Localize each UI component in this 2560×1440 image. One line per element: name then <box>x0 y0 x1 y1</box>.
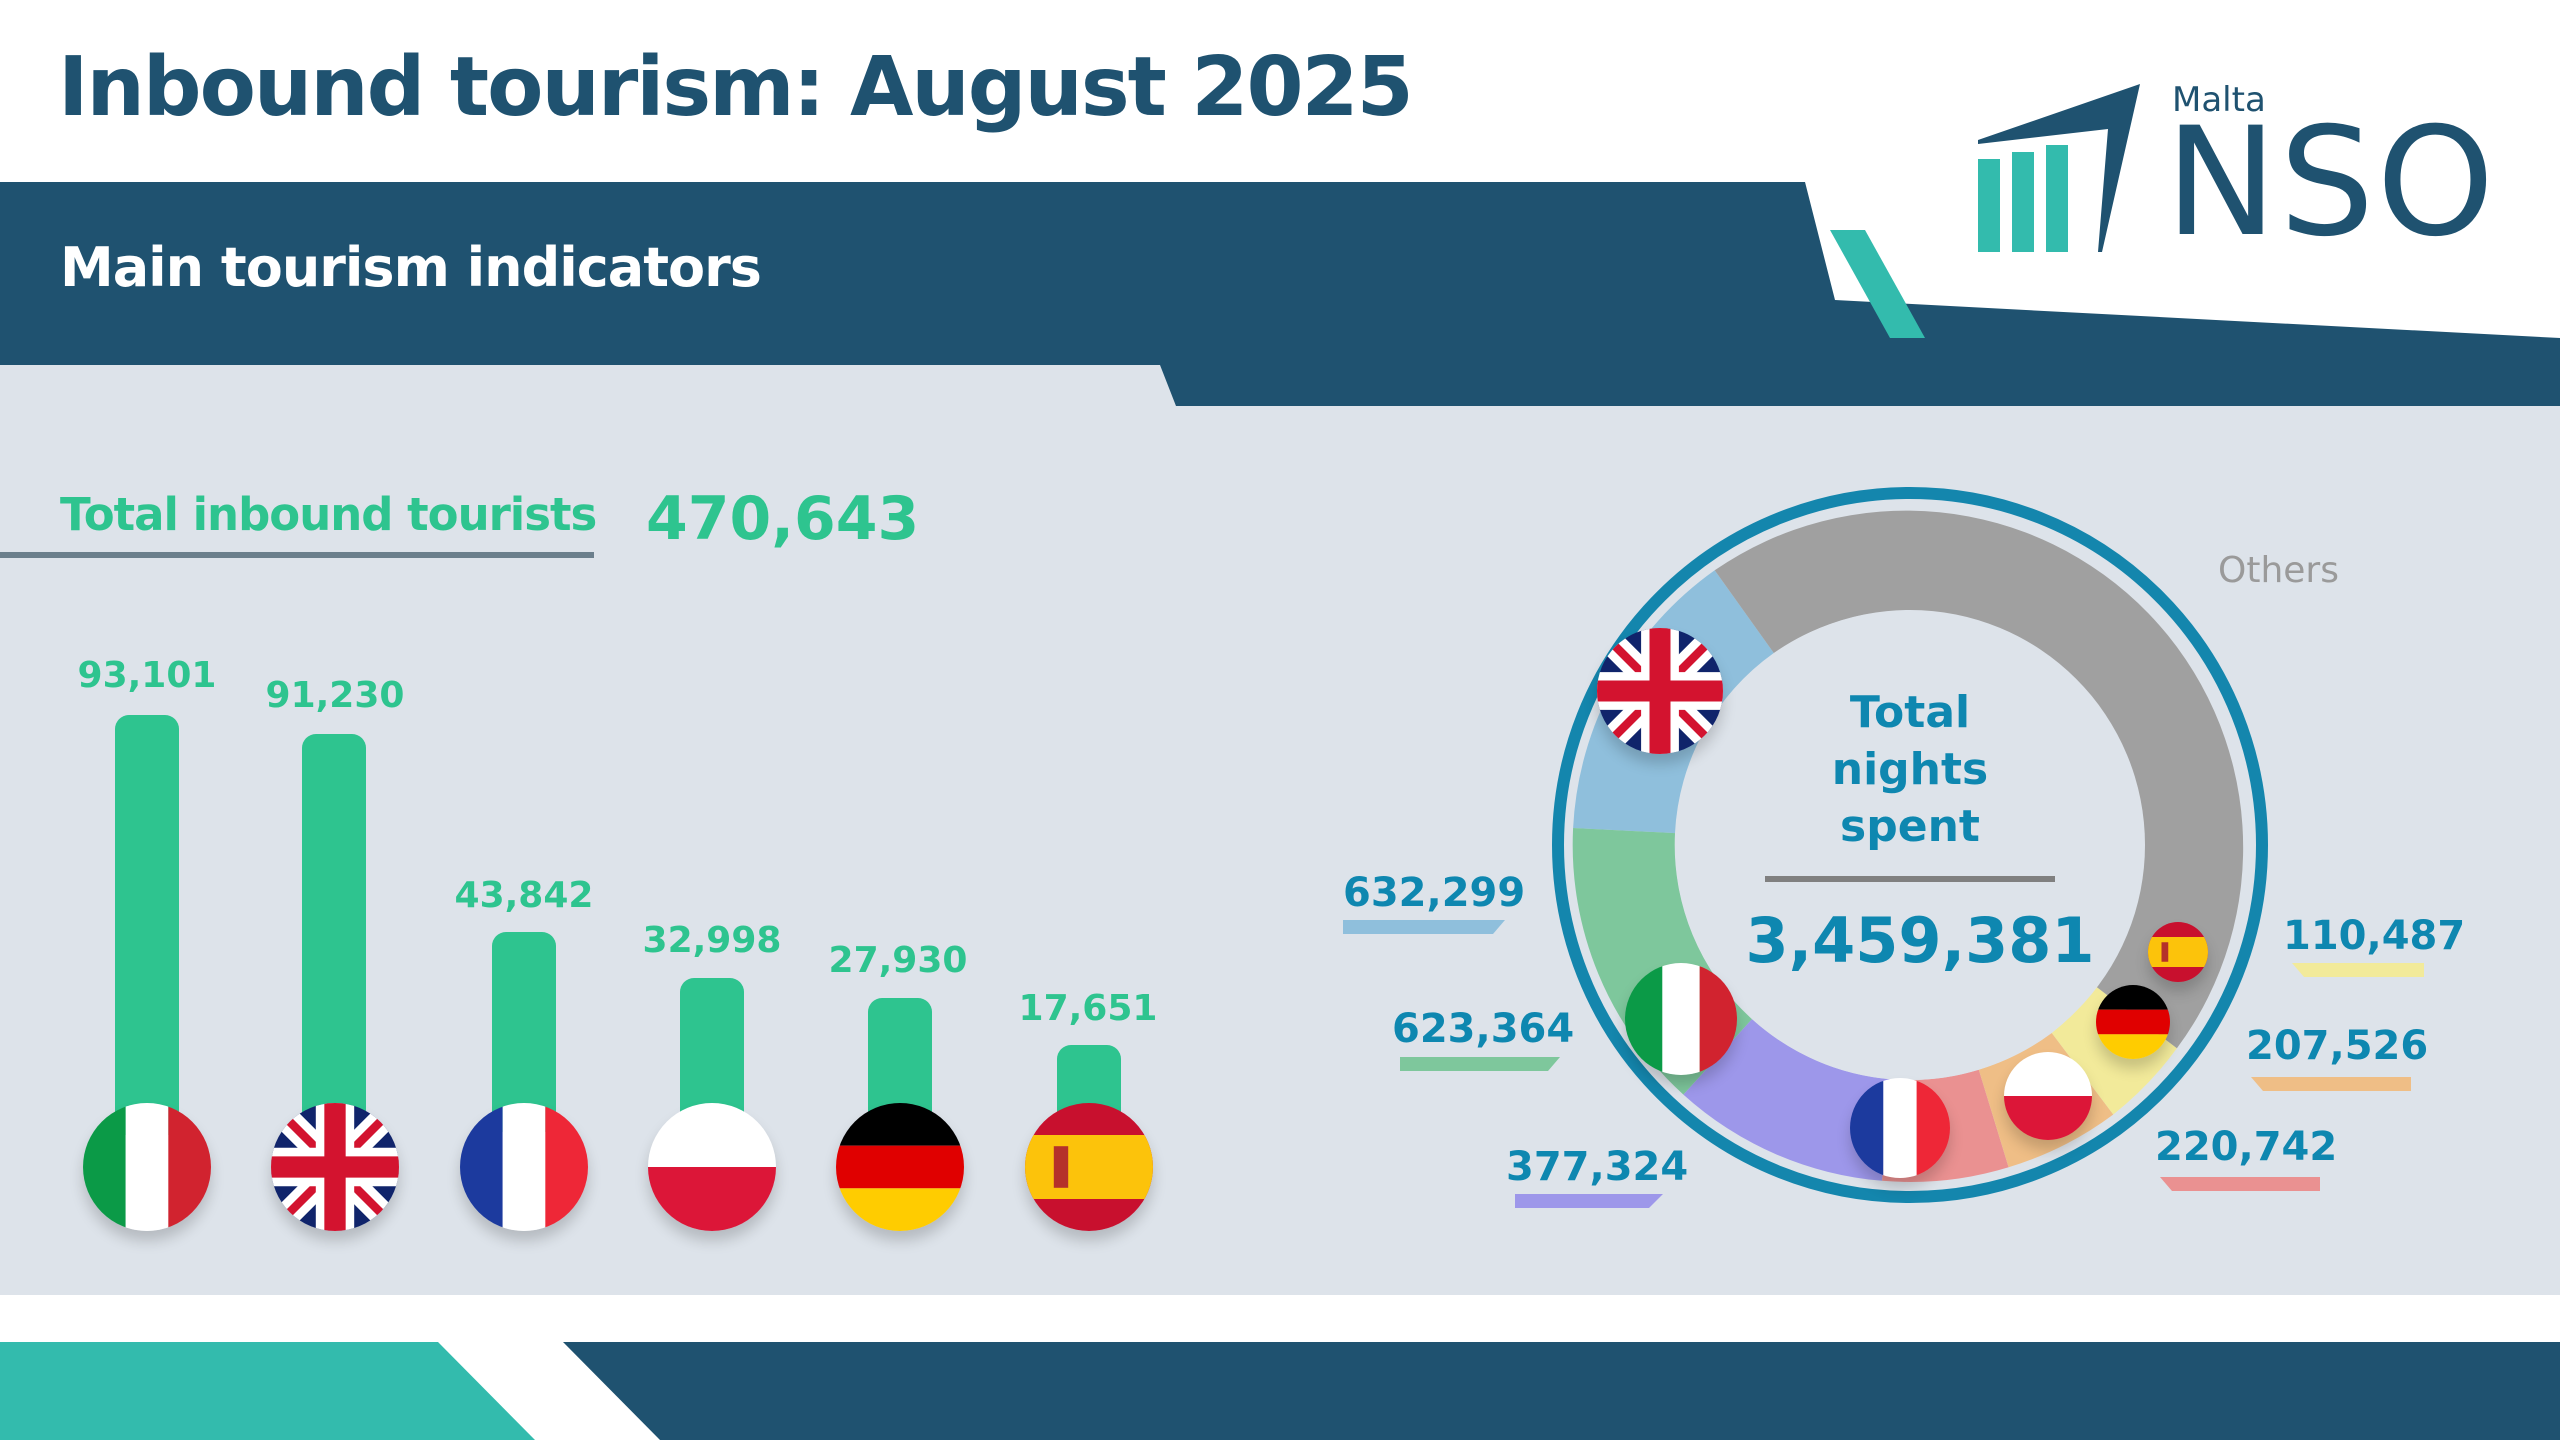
nso-logo-icon <box>1978 84 2140 252</box>
others-label: Others <box>2218 550 2339 591</box>
nights-label-line3: spent <box>1840 801 1980 852</box>
poland-flag-icon <box>2004 1052 2092 1140</box>
nights-value-france: 377,324 <box>1506 1144 1689 1190</box>
italy-flag-icon <box>1625 963 1737 1075</box>
bar-france <box>492 932 556 1132</box>
nights-value-germany: 207,526 <box>2246 1023 2429 1069</box>
germany-flag-icon <box>2096 985 2170 1059</box>
nights-underline-germany <box>2251 1077 2411 1091</box>
bar-value-spain: 17,651 <box>1018 988 1158 1029</box>
bar-italy <box>115 715 179 1135</box>
nights-divider <box>1765 876 2055 882</box>
bar-value-france: 43,842 <box>454 875 594 916</box>
total-tourists-underline <box>0 552 594 558</box>
page-title: Inbound tourism: August 2025 <box>58 40 1414 135</box>
germany-flag-icon <box>836 1103 964 1231</box>
spain-flag-icon <box>2148 922 2208 982</box>
italy-flag-icon <box>83 1103 211 1231</box>
total-tourists-value: 470,643 <box>646 484 920 554</box>
tourists-bar-chart: 93,101 91,230 43,842 32,998 27,930 17,65… <box>0 0 1200 1300</box>
nights-value-uk: 632,299 <box>1343 870 1526 916</box>
section-subtitle: Main tourism indicators <box>60 236 762 299</box>
nights-value-spain: 110,487 <box>2283 913 2466 959</box>
nights-total-value: 3,459,381 <box>1745 904 2095 977</box>
nights-underline-uk <box>1343 920 1505 934</box>
bar-value-uk: 91,230 <box>265 675 405 716</box>
bar-value-poland: 32,998 <box>642 920 782 961</box>
bar-value-italy: 93,101 <box>77 655 217 696</box>
france-flag-icon <box>460 1103 588 1231</box>
nights-underline-france <box>1515 1194 1663 1208</box>
nights-value-italy: 623,364 <box>1392 1006 1575 1052</box>
logo-malta-text: Malta <box>2172 80 2266 120</box>
uk-flag-icon <box>271 1103 399 1231</box>
spain-flag-icon <box>1025 1103 1153 1231</box>
nights-underline-spain <box>2292 963 2424 977</box>
segment-france <box>1683 1019 1891 1181</box>
total-tourists-label: Total inbound tourists <box>60 488 597 541</box>
nights-value-poland: 220,742 <box>2155 1124 2338 1170</box>
nights-underline-italy <box>1400 1057 1560 1071</box>
nights-label-line1: Total <box>1849 687 1971 738</box>
france-flag-icon <box>1850 1078 1950 1178</box>
bar-uk <box>302 734 366 1134</box>
nights-underline-poland <box>2160 1177 2320 1191</box>
poland-flag-icon <box>648 1103 776 1231</box>
nights-label-line2: nights <box>1831 744 1989 795</box>
segment-others <box>1714 510 2244 1049</box>
bar-value-germany: 27,930 <box>828 940 968 981</box>
logo-nso-text: NSO <box>2165 96 2497 270</box>
nights-center-label: Total nights spent <box>1760 684 2060 855</box>
uk-flag-icon <box>1597 628 1723 754</box>
